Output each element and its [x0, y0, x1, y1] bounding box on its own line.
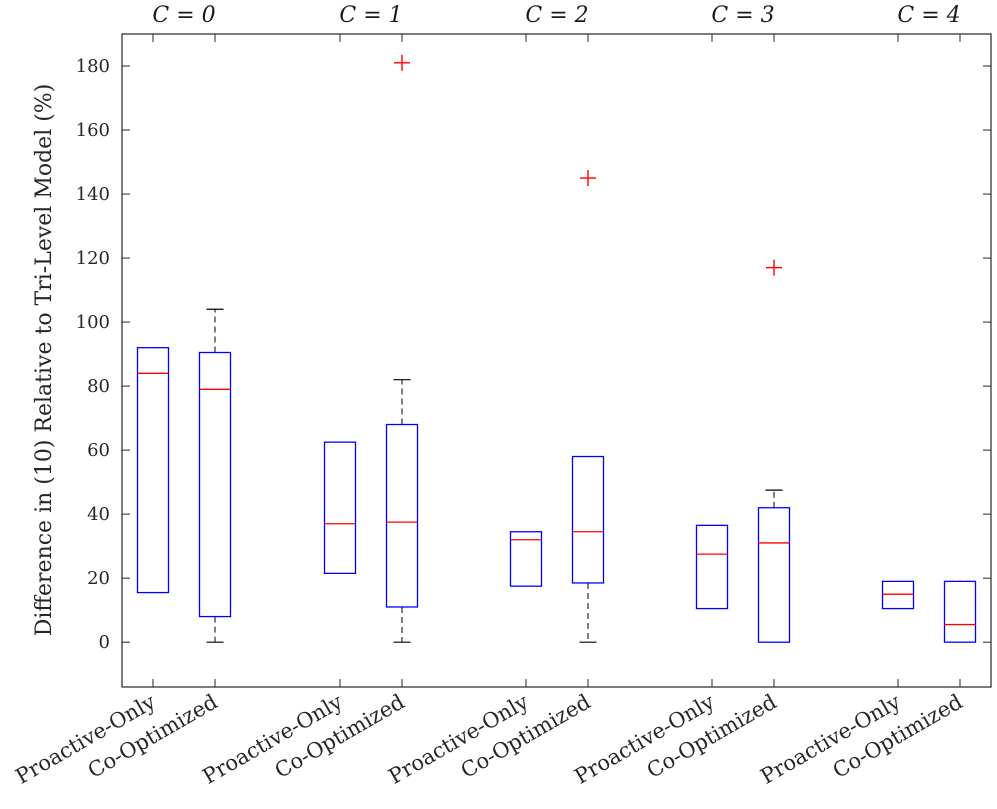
box-8 — [757, 259, 791, 643]
box-5 — [509, 531, 543, 587]
group-label: C = 4 — [897, 3, 960, 28]
group-label: C = 1 — [339, 3, 402, 28]
boxes-layer — [136, 54, 977, 643]
box-iqr — [198, 351, 232, 618]
y-tick-label: 180 — [76, 56, 110, 77]
box-10 — [943, 580, 977, 643]
box-iqr — [136, 347, 170, 594]
y-tick-label: 0 — [99, 632, 110, 653]
y-tick-label: 140 — [76, 184, 110, 205]
box-iqr — [943, 580, 977, 643]
box-4 — [385, 54, 419, 643]
group-label: C = 3 — [711, 3, 774, 28]
y-tick-label: 20 — [87, 568, 110, 589]
y-axis-label: Difference in (10) Relative to Tri-Level… — [32, 84, 57, 637]
box-1 — [136, 347, 170, 594]
box-iqr — [695, 524, 729, 610]
box-6 — [571, 170, 605, 643]
box-7 — [695, 524, 729, 610]
y-tick-label: 100 — [76, 312, 110, 333]
y-tick-label: 40 — [87, 504, 110, 525]
y-tick-label: 60 — [87, 440, 110, 461]
group-label: C = 2 — [525, 3, 588, 28]
box-iqr — [757, 507, 791, 643]
box-iqr — [385, 423, 419, 608]
top-axis: C = 0 C = 1 C = 2 C = 3 C = 4 — [152, 3, 960, 28]
y-axis: 0 20 40 60 80 100 120 140 160 180 — [76, 56, 991, 653]
plot-area — [121, 33, 992, 688]
box-9 — [881, 580, 915, 610]
box-iqr — [323, 441, 357, 575]
y-tick-label: 160 — [76, 120, 110, 141]
box-iqr — [571, 455, 605, 584]
box-2 — [198, 308, 232, 643]
box-iqr — [881, 580, 915, 610]
box-3 — [323, 441, 357, 575]
y-tick-label: 80 — [87, 376, 110, 397]
y-tick-label: 120 — [76, 248, 110, 269]
group-label: C = 0 — [152, 3, 215, 28]
box-iqr — [509, 531, 543, 587]
